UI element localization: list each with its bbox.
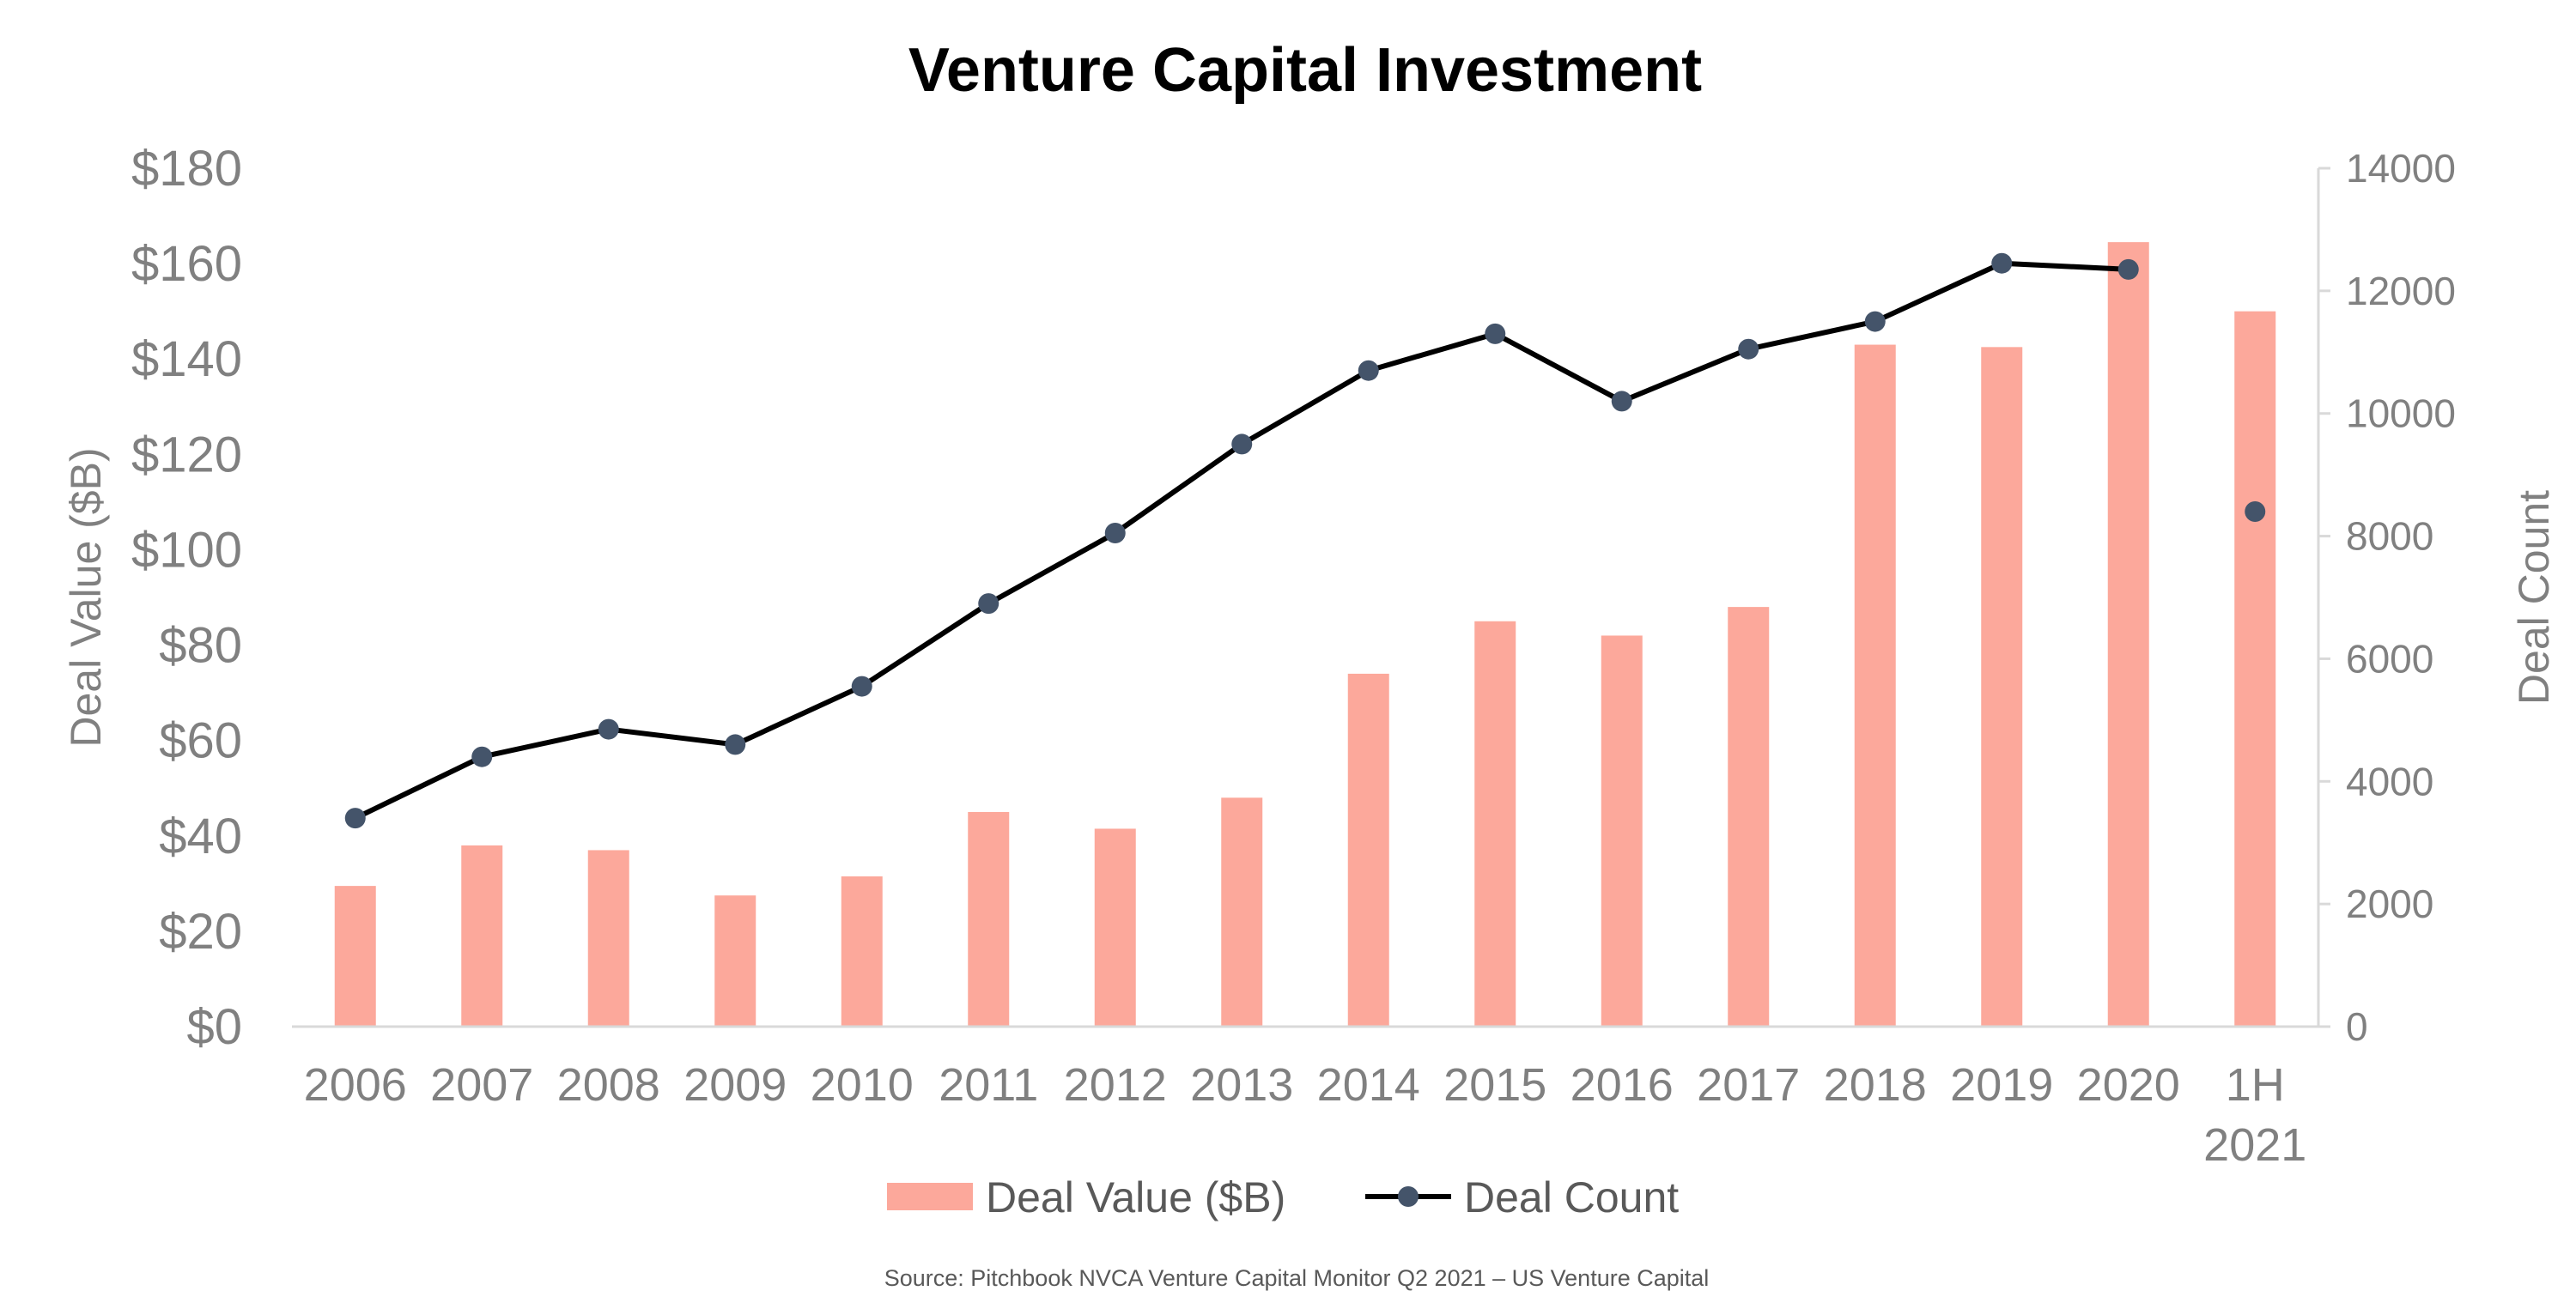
x-tick-label-15-0: 1H [2226,1059,2285,1111]
point-deal-count-1 [471,746,493,767]
y2-tick-label-3: 6000 [2346,636,2433,681]
bars-layer [334,242,2276,1027]
x-tick-label-5: 2011 [939,1059,1038,1111]
legend-label-deal-count: Deal Count [1464,1173,1679,1221]
x-tick-label-2: 2008 [557,1059,660,1111]
y-tick-label-7: $140 [131,331,242,387]
bar-deal-value-5 [968,812,1010,1027]
x-tick-label-1: 2007 [430,1059,533,1111]
y-tick-label-5: $100 [131,522,242,578]
bar-deal-value-9 [1474,621,1516,1027]
y-tick-label-2: $40 [159,809,242,864]
bar-deal-value-0 [334,886,376,1027]
legend-swatch-deal-value [887,1183,973,1210]
point-deal-count-10 [1611,391,1632,412]
x-tick-label-14: 2020 [2077,1059,2180,1111]
y2-tick-label-4: 8000 [2346,514,2433,559]
x-tick-label-10: 2016 [1571,1059,1674,1111]
y-tick-label-4: $80 [159,618,242,674]
ticks-layer: $0 $20 $40 $60 $80 $100 $120 $140 $160 $180 0 2000 4… [131,141,2456,1171]
point-deal-count-5 [978,593,999,615]
bar-deal-value-1 [461,845,503,1027]
legend-label-deal-value: Deal Value ($B) [986,1173,1285,1221]
bar-deal-value-2 [587,850,629,1027]
y-tick-label-0: $0 [186,999,242,1055]
point-deal-count-9 [1485,323,1506,344]
chart-title: Venture Capital Investment [908,36,1702,105]
x-tick-label-7: 2013 [1190,1059,1293,1111]
bar-deal-value-15 [2234,311,2276,1027]
x-tick-label-0: 2006 [304,1059,407,1111]
point-deal-count-11 [1738,338,1759,360]
point-deal-count-7 [1231,433,1253,455]
point-deal-count-14 [2117,258,2139,280]
bar-deal-value-6 [1094,828,1136,1027]
bar-deal-value-7 [1221,797,1263,1027]
y2-axis-label: Deal Count [2510,490,2558,705]
point-deal-count-0 [344,808,366,829]
y-tick-label-9: $180 [131,141,242,197]
point-deal-count-8 [1358,360,1379,381]
source-note: Source: Pitchbook NVCA Venture Capital M… [884,1265,1710,1291]
bar-deal-value-3 [714,895,756,1027]
x-tick-label-3: 2009 [683,1059,787,1111]
y2-tick-label-2: 4000 [2346,759,2433,803]
x-tick-label-4: 2010 [811,1059,914,1111]
point-deal-count-13 [1991,252,2013,274]
y2-tick-label-1: 2000 [2346,882,2433,926]
y2-tick-label-5: 10000 [2346,391,2456,436]
bar-deal-value-11 [1728,607,1770,1027]
bar-deal-value-13 [1981,347,2023,1027]
bar-deal-value-8 [1347,673,1389,1027]
x-tick-label-12: 2018 [1824,1059,1927,1111]
y-tick-label-8: $160 [131,236,242,292]
y-tick-label-1: $20 [159,904,242,960]
x-tick-label-8: 2014 [1317,1059,1420,1111]
y-tick-label-6: $120 [131,427,242,482]
y-tick-label-3: $60 [159,713,242,769]
legend: Deal Value ($B) Deal Count [887,1173,1679,1221]
bar-deal-value-12 [1854,344,1896,1027]
point-deal-count-15 [2245,501,2266,522]
line-layer [344,252,2266,829]
point-deal-count-2 [598,718,619,740]
point-deal-count-3 [725,734,746,755]
point-deal-count-12 [1864,311,1886,332]
x-tick-label-6: 2012 [1064,1059,1167,1111]
axes-layer [292,168,2320,1028]
point-deal-count-6 [1104,523,1126,543]
x-tick-label-13: 2019 [1950,1059,2053,1111]
point-deal-count-4 [851,676,872,697]
y-axis-label: Deal Value ($B) [62,447,110,747]
legend-marker-deal-count [1398,1186,1419,1207]
y2-tick-label-0: 0 [2346,1004,2368,1049]
x-tick-label-15-1: 2021 [2203,1119,2306,1171]
y2-tick-label-6: 12000 [2346,269,2456,313]
y2-tick-label-7: 14000 [2346,146,2456,191]
bar-deal-value-14 [2107,242,2149,1027]
bar-deal-value-10 [1601,635,1643,1027]
x-tick-label-9: 2015 [1443,1059,1546,1111]
bar-deal-value-4 [841,876,883,1027]
x-tick-label-11: 2017 [1697,1059,1800,1111]
